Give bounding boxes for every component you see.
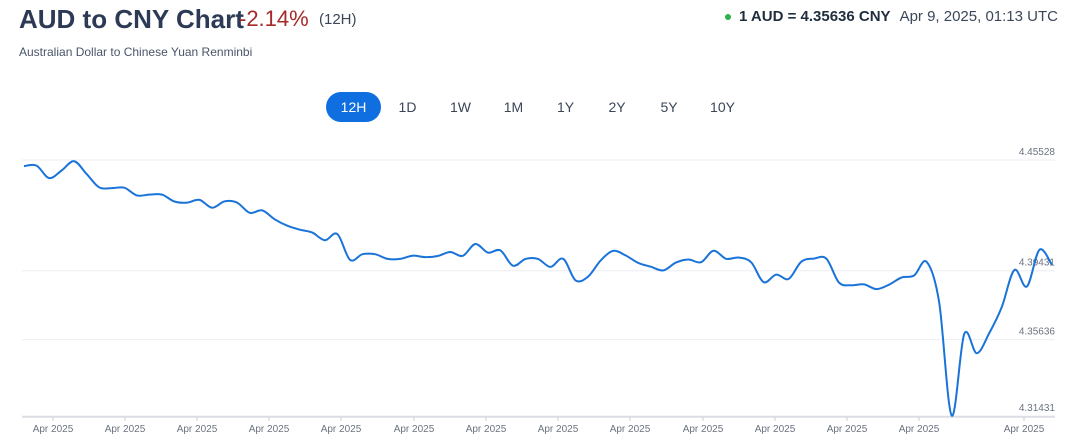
x-tick-label: Apr 2025 xyxy=(105,424,146,435)
page-title: AUD to CNY Chart xyxy=(19,4,244,34)
tab-5y[interactable]: 5Y xyxy=(660,99,678,115)
y-tick-label: 4.31431 xyxy=(1019,403,1056,414)
tab-1y[interactable]: 1Y xyxy=(556,99,575,115)
x-tick-label: Apr 2025 xyxy=(827,424,868,435)
range-tabs: 12H 1D 1W 1M 1Y 2Y 5Y 10Y xyxy=(326,92,750,122)
change-percent: -2.14% xyxy=(239,6,309,31)
tab-2y[interactable]: 2Y xyxy=(608,99,626,115)
x-tick-label: Apr 2025 xyxy=(394,424,435,435)
x-tick-label: Apr 2025 xyxy=(755,424,796,435)
tab-1w[interactable]: 1W xyxy=(450,99,471,115)
x-tick-label: Apr 2025 xyxy=(538,424,579,435)
x-tick-label: Apr 2025 xyxy=(683,424,724,435)
tab-1d[interactable]: 1D xyxy=(398,99,417,115)
x-tick-label: Apr 2025 xyxy=(249,424,290,435)
x-tick-label: Apr 2025 xyxy=(177,424,218,435)
x-tick-label: Apr 2025 xyxy=(1004,424,1045,435)
series-line xyxy=(23,160,1053,417)
rate-timestamp: Apr 9, 2025, 01:13 UTC xyxy=(899,8,1058,25)
rate-value: 1 AUD = 4.35636 CNY xyxy=(738,8,891,25)
x-tick-label: Apr 2025 xyxy=(321,424,362,435)
tab-1m[interactable]: 1M xyxy=(503,99,524,115)
x-tick-label: Apr 2025 xyxy=(899,424,940,435)
tab-12h[interactable]: 12H xyxy=(326,92,381,122)
current-rate: 1 AUD = 4.35636 CNY Apr 9, 2025, 01:13 U… xyxy=(724,8,1058,25)
live-status-dot xyxy=(724,13,731,20)
y-tick-label: 4.39431 xyxy=(1019,258,1056,269)
tab-10y[interactable]: 10Y xyxy=(710,99,735,115)
y-tick-label: 4.45528 xyxy=(1019,147,1056,158)
x-tick-label: Apr 2025 xyxy=(33,424,74,435)
change-range: (12H) xyxy=(319,11,357,28)
y-tick-label: 4.35636 xyxy=(1019,327,1056,338)
x-tick-label: Apr 2025 xyxy=(466,424,507,435)
x-tick-label: Apr 2025 xyxy=(610,424,651,435)
page-subtitle: Australian Dollar to Chinese Yuan Renmin… xyxy=(19,45,253,59)
